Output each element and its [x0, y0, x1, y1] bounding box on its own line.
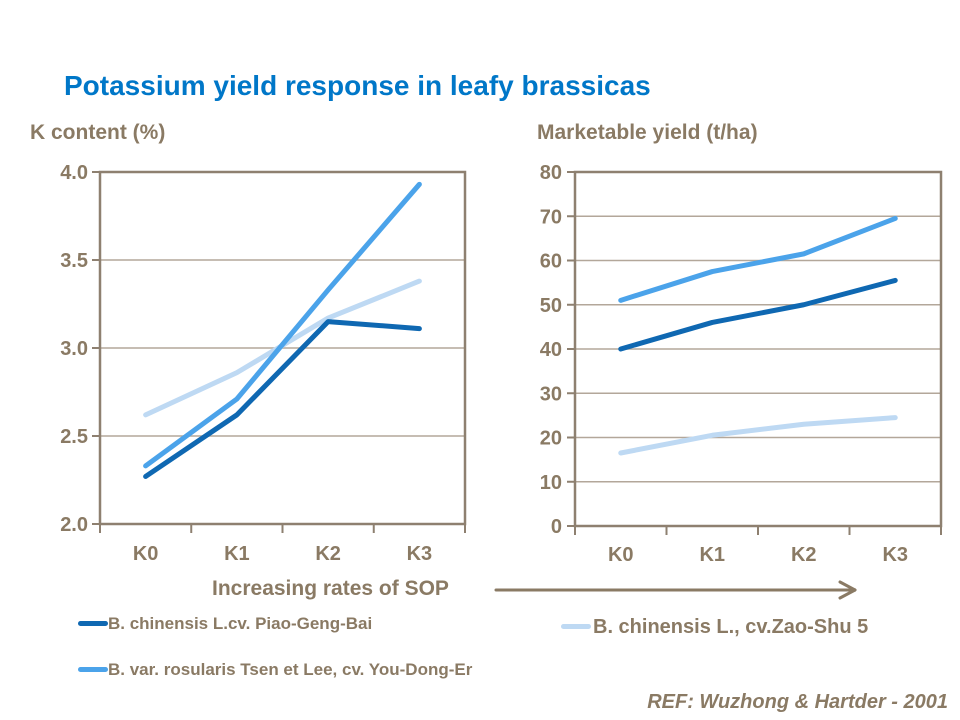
- y-tick-label: 80: [540, 162, 562, 184]
- series-line-series_dark: [618, 277, 898, 352]
- y-tick-label: 0: [551, 516, 562, 538]
- legend-label-zao-shu-5: B. chinensis L., cv.Zao-Shu 5: [593, 616, 869, 638]
- y-tick-label: 30: [540, 383, 562, 405]
- marketable-yield-chart: 0 10 20 30 40 50 60 70 80 K0 K1 K2 K3: [540, 162, 943, 566]
- legend-marker-dark-blue-icon: [78, 621, 108, 626]
- y-tick-label: 2.5: [60, 426, 88, 448]
- y-tick-label: 10: [540, 472, 562, 494]
- legend-item-piao-geng-bai: B. chinensis L.cv. Piao-Geng-Bai: [78, 613, 508, 635]
- legend-left: B. chinensis L.cv. Piao-Geng-Bai B. var.…: [78, 613, 508, 681]
- legend-item-you-dong-er: B. var. rosularis Tsen et Lee, cv. You-D…: [78, 659, 508, 681]
- k-content-chart: 2.0 2.5 3.0 3.5 4.0 K0 K1 K2 K3: [60, 162, 467, 565]
- x-tick-label: K2: [315, 543, 341, 565]
- x-tick-label: K2: [791, 544, 817, 566]
- y-tick-label: 60: [540, 251, 562, 273]
- legend-label-you-dong-er: B. var. rosularis Tsen et Lee, cv. You-D…: [108, 660, 473, 679]
- y-tick-label: 3.0: [60, 338, 88, 360]
- right-chart-title: Marketable yield (t/ha): [537, 121, 758, 144]
- x-tick-label: K0: [133, 543, 159, 565]
- series-line-series_dark: [143, 319, 422, 479]
- x-tick-label: K1: [224, 543, 250, 565]
- arrow-stroke: [838, 588, 857, 600]
- plot-frame: [98, 170, 467, 526]
- series-line-series_medium: [618, 215, 898, 303]
- x-tick-label: K1: [699, 544, 725, 566]
- x-tick-label: K3: [407, 543, 433, 565]
- series-line-series_medium: [143, 181, 422, 469]
- y-tick-label: 40: [540, 339, 562, 361]
- increasing-rates-arrow-icon: [494, 580, 857, 600]
- y-tick-label: 2.0: [60, 514, 88, 536]
- slide-title: Potassium yield response in leafy brassi…: [64, 70, 651, 101]
- plot-frame: [573, 170, 943, 528]
- legend-label-piao-geng-bai: B. chinensis L.cv. Piao-Geng-Bai: [108, 614, 373, 633]
- reference-text: REF: Wuzhong & Hartder - 2001: [647, 691, 948, 713]
- y-tick-label: 50: [540, 295, 562, 317]
- x-axis-label: Increasing rates of SOP: [212, 577, 449, 600]
- series-line-series_light: [618, 415, 898, 456]
- legend-marker-light-blue-icon: [561, 624, 591, 629]
- y-tick-label: 3.5: [60, 250, 88, 272]
- x-tick-label: K3: [882, 544, 908, 566]
- x-tick-label: K0: [608, 544, 634, 566]
- legend-marker-medium-blue-icon: [78, 667, 108, 672]
- legend-right: B. chinensis L., cv.Zao-Shu 5: [561, 615, 868, 639]
- y-tick-label: 4.0: [60, 162, 88, 184]
- left-chart-title: K content (%): [30, 121, 166, 144]
- y-tick-label: 70: [540, 206, 562, 228]
- arrow-stroke: [838, 580, 857, 592]
- y-tick-label: 20: [540, 428, 562, 450]
